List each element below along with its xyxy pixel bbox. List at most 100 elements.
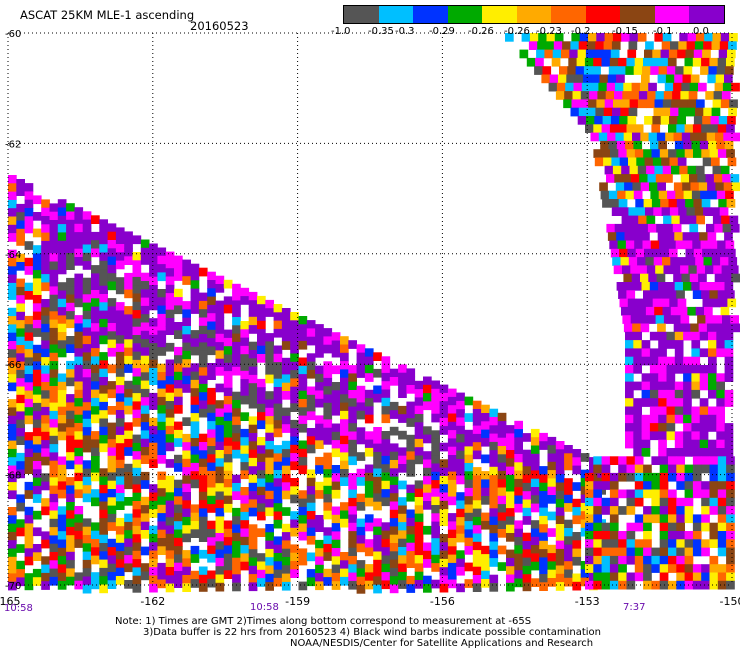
data-cell: [619, 157, 629, 167]
data-cell: [481, 437, 490, 447]
data-cell: [182, 558, 191, 568]
data-cell: [290, 419, 299, 429]
data-cell: [713, 265, 722, 275]
data-cell: [699, 439, 709, 449]
data-cell: [182, 500, 191, 509]
data-cell: [41, 299, 50, 308]
data-cell: [643, 149, 652, 158]
data-cell: [634, 472, 644, 482]
data-cell: [281, 465, 291, 475]
data-cell: [686, 107, 696, 117]
data-cell: [207, 346, 216, 356]
colorbar-swatch: [344, 6, 379, 23]
note-line-2: 3)Data buffer is 22 hrs from 20160523 4)…: [143, 627, 601, 638]
data-cell: [398, 480, 407, 490]
data-cell: [725, 66, 734, 75]
data-cell: [677, 298, 687, 308]
data-cell: [668, 464, 677, 474]
data-cell: [124, 231, 133, 241]
data-cell: [49, 211, 59, 221]
data-cell: [32, 568, 42, 578]
data-cell: [618, 464, 627, 474]
data-cell: [464, 537, 474, 547]
data-cell: [414, 538, 424, 548]
data-cell: [115, 501, 125, 510]
data-cell: [481, 512, 490, 522]
data-cell: [573, 82, 583, 92]
data-cell: [571, 33, 581, 42]
data-cell: [182, 458, 191, 468]
data-cell: [456, 417, 465, 427]
data-cell: [281, 565, 291, 574]
data-cell: [697, 174, 706, 183]
data-cell: [717, 522, 727, 532]
data-cell: [99, 534, 108, 544]
data-cell: [223, 346, 233, 355]
data-cell: [49, 236, 59, 246]
data-cell: [489, 508, 499, 517]
data-cell: [684, 124, 694, 133]
data-cell: [602, 49, 612, 59]
data-cell: [215, 367, 225, 376]
data-cell: [381, 372, 391, 382]
data-cell: [373, 493, 382, 503]
data-cell: [530, 503, 540, 513]
data-cell: [439, 417, 449, 427]
data-cell: [647, 91, 656, 100]
data-cell: [32, 286, 42, 296]
data-cell: [8, 465, 17, 475]
data-cell: [431, 529, 440, 539]
data-cell: [593, 506, 602, 515]
data-cell: [456, 558, 465, 568]
data-cell: [673, 82, 682, 92]
data-cell: [215, 358, 225, 368]
data-cell: [74, 389, 84, 399]
data-cell: [91, 431, 100, 440]
data-cell: [149, 575, 158, 585]
data-cell: [315, 415, 324, 425]
data-cell: [564, 91, 573, 100]
data-cell: [522, 499, 532, 509]
data-cell: [398, 538, 407, 548]
data-cell: [124, 331, 133, 340]
data-cell: [659, 539, 669, 548]
data-cell: [650, 240, 660, 250]
data-cell: [670, 306, 680, 316]
data-cell: [497, 412, 507, 422]
data-cell: [381, 472, 391, 482]
data-cell: [257, 495, 266, 504]
data-cell: [497, 495, 507, 505]
data-cell: [91, 497, 100, 507]
data-cell: [658, 381, 667, 391]
data-cell: [223, 570, 233, 579]
data-cell: [182, 309, 191, 319]
data-cell: [140, 513, 150, 523]
data-cell: [207, 271, 216, 281]
data-cell: [497, 462, 507, 472]
data-cell: [82, 219, 92, 229]
data-cell: [356, 477, 366, 486]
data-cell: [638, 215, 647, 225]
data-cell: [414, 389, 424, 398]
data-cell: [609, 506, 619, 515]
data-cell: [587, 41, 596, 50]
data-cell: [389, 543, 399, 552]
data-cell: [555, 532, 565, 541]
data-cell: [356, 369, 366, 378]
data-cell: [589, 91, 598, 100]
data-cell: [724, 431, 734, 441]
data-cell: [91, 522, 100, 532]
data-cell: [41, 365, 50, 375]
data-cell: [340, 419, 349, 428]
data-cell: [8, 507, 17, 516]
data-cell: [497, 454, 507, 463]
data-cell: [281, 581, 291, 591]
data-cell: [248, 532, 258, 542]
colorbar-label: -0.2: [571, 26, 591, 37]
data-cell: [190, 471, 200, 480]
data-cell: [124, 256, 133, 265]
data-cell: [431, 521, 440, 531]
data-cell: [232, 317, 241, 326]
data-cell: [381, 381, 391, 390]
data-cell: [481, 570, 490, 580]
